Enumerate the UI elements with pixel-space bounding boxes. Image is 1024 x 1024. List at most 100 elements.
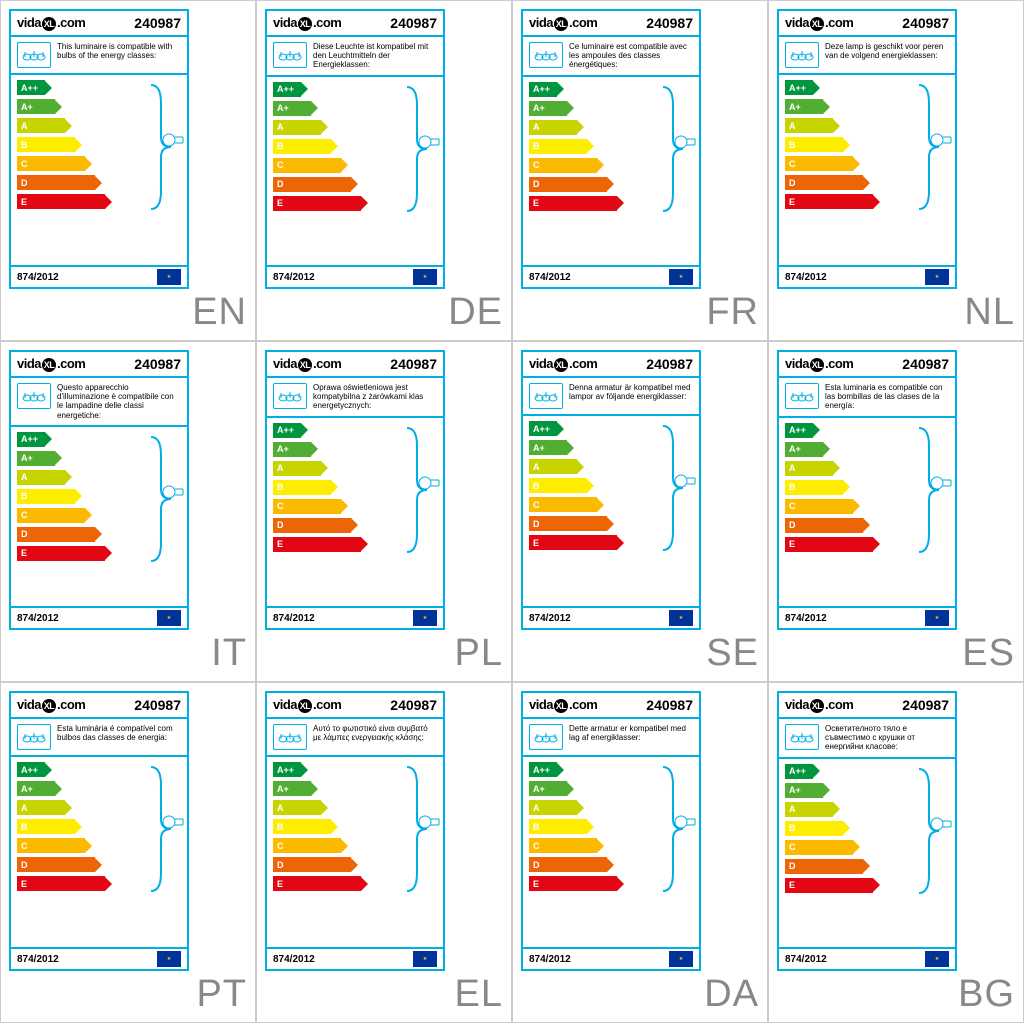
sku-number: 240987 xyxy=(646,15,693,31)
energy-label: vidaXL.com 240987 Esta luminaria es comp… xyxy=(777,350,957,630)
description-text: Esta luminária é compatível com bulbos d… xyxy=(57,724,181,742)
bulb-icon xyxy=(161,131,185,154)
language-code: DA xyxy=(704,973,759,1016)
cell-BG: vidaXL.com 240987 Осветителното тяло е с… xyxy=(768,682,1024,1023)
bulb-icon xyxy=(161,813,185,836)
energy-scale: A++ A+ A B C xyxy=(267,757,443,892)
language-code: ES xyxy=(962,632,1015,675)
cell-IT: vidaXL.com 240987 Questo apparecchio d'i… xyxy=(0,341,256,682)
brand-logo: vidaXL.com xyxy=(17,697,85,713)
regulation-text: 874/2012 xyxy=(785,954,827,965)
brand-logo: vidaXL.com xyxy=(17,356,85,372)
brand-logo: vidaXL.com xyxy=(785,15,853,31)
sku-number: 240987 xyxy=(902,697,949,713)
energy-scale: A++ A+ A B C xyxy=(11,757,187,892)
brand-logo: vidaXL.com xyxy=(273,697,341,713)
energy-label: vidaXL.com 240987 Denna armatur är kompa… xyxy=(521,350,701,630)
energy-scale: A++ A+ A B C xyxy=(779,75,955,210)
cell-FR: vidaXL.com 240987 Ce luminaire est compa… xyxy=(512,0,768,341)
description-text: Deze lamp is geschikt voor peren van de … xyxy=(825,42,949,60)
eu-flag-icon: ★ xyxy=(157,951,181,967)
energy-label: vidaXL.com 240987 Осветителното тяло е с… xyxy=(777,691,957,971)
language-code: PL xyxy=(455,632,503,675)
eu-flag-icon: ★ xyxy=(669,610,693,626)
language-code: PT xyxy=(196,973,247,1016)
eu-flag-icon: ★ xyxy=(669,951,693,967)
language-code: NL xyxy=(964,291,1015,334)
description-text: Diese Leuchte ist kompatibel mit den Leu… xyxy=(313,42,437,70)
lamp-icon xyxy=(529,383,563,409)
cell-PT: vidaXL.com 240987 Esta luminária é compa… xyxy=(0,682,256,1023)
bulb-icon xyxy=(161,483,185,506)
sku-number: 240987 xyxy=(390,356,437,372)
cell-EL: vidaXL.com 240987 Αυτό το φωτιστικό είνα… xyxy=(256,682,512,1023)
bulb-icon xyxy=(673,813,697,836)
lamp-icon xyxy=(273,42,307,68)
bulb-icon xyxy=(417,813,441,836)
energy-scale: A++ A+ A B C xyxy=(523,757,699,892)
bulb-icon xyxy=(929,815,953,838)
sku-number: 240987 xyxy=(134,697,181,713)
energy-label: vidaXL.com 240987 Esta luminária é compa… xyxy=(9,691,189,971)
language-code: EL xyxy=(455,973,503,1016)
energy-label: vidaXL.com 240987 Αυτό το φωτιστικό είνα… xyxy=(265,691,445,971)
language-code: EN xyxy=(192,291,247,334)
regulation-text: 874/2012 xyxy=(273,272,315,283)
energy-scale: A++ A+ A B C xyxy=(267,77,443,212)
regulation-text: 874/2012 xyxy=(17,613,59,624)
energy-scale: A++ A+ A B C xyxy=(11,75,187,210)
cell-DE: vidaXL.com 240987 Diese Leuchte ist komp… xyxy=(256,0,512,341)
sku-number: 240987 xyxy=(646,356,693,372)
energy-label: vidaXL.com 240987 This luminaire is comp… xyxy=(9,9,189,289)
description-text: Dette armatur er kompatibel med lag af e… xyxy=(569,724,693,742)
regulation-text: 874/2012 xyxy=(529,272,571,283)
cell-SE: vidaXL.com 240987 Denna armatur är kompa… xyxy=(512,341,768,682)
cell-DA: vidaXL.com 240987 Dette armatur er kompa… xyxy=(512,682,768,1023)
energy-label: vidaXL.com 240987 Ce luminaire est compa… xyxy=(521,9,701,289)
lamp-icon xyxy=(273,383,307,409)
energy-scale: A++ A+ A B C xyxy=(779,759,955,894)
energy-scale: A++ A+ A B C xyxy=(523,416,699,551)
lamp-icon xyxy=(785,724,819,750)
energy-scale: A++ A+ A B C xyxy=(779,418,955,553)
brand-logo: vidaXL.com xyxy=(785,356,853,372)
description-text: Questo apparecchio d'illuminazione è com… xyxy=(57,383,181,420)
language-code: FR xyxy=(706,291,759,334)
brand-logo: vidaXL.com xyxy=(529,15,597,31)
brand-logo: vidaXL.com xyxy=(273,15,341,31)
brand-logo: vidaXL.com xyxy=(529,697,597,713)
description-text: Oprawa oświetleniowa jest kompatybilna z… xyxy=(313,383,437,411)
cell-PL: vidaXL.com 240987 Oprawa oświetleniowa j… xyxy=(256,341,512,682)
energy-label: vidaXL.com 240987 Oprawa oświetleniowa j… xyxy=(265,350,445,630)
regulation-text: 874/2012 xyxy=(529,613,571,624)
regulation-text: 874/2012 xyxy=(273,613,315,624)
cell-EN: vidaXL.com 240987 This luminaire is comp… xyxy=(0,0,256,341)
description-text: Esta luminaria es compatible con las bom… xyxy=(825,383,949,411)
energy-scale: A++ A+ A B C xyxy=(523,77,699,212)
description-text: Осветителното тяло е съвместимо с крушки… xyxy=(825,724,949,752)
eu-flag-icon: ★ xyxy=(413,269,437,285)
brand-logo: vidaXL.com xyxy=(529,356,597,372)
bulb-icon xyxy=(673,472,697,495)
language-code: BG xyxy=(958,973,1015,1016)
regulation-text: 874/2012 xyxy=(529,954,571,965)
eu-flag-icon: ★ xyxy=(925,951,949,967)
regulation-text: 874/2012 xyxy=(785,613,827,624)
sku-number: 240987 xyxy=(902,15,949,31)
language-code: SE xyxy=(706,632,759,675)
eu-flag-icon: ★ xyxy=(157,269,181,285)
sku-number: 240987 xyxy=(134,356,181,372)
sku-number: 240987 xyxy=(134,15,181,31)
description-text: Αυτό το φωτιστικό είναι συμβατό με λάμπε… xyxy=(313,724,437,742)
cell-NL: vidaXL.com 240987 Deze lamp is geschikt … xyxy=(768,0,1024,341)
regulation-text: 874/2012 xyxy=(17,272,59,283)
language-code: DE xyxy=(448,291,503,334)
cell-ES: vidaXL.com 240987 Esta luminaria es comp… xyxy=(768,341,1024,682)
energy-label: vidaXL.com 240987 Questo apparecchio d'i… xyxy=(9,350,189,630)
regulation-text: 874/2012 xyxy=(273,954,315,965)
bulb-icon xyxy=(417,474,441,497)
lamp-icon xyxy=(17,383,51,409)
brand-logo: vidaXL.com xyxy=(273,356,341,372)
sku-number: 240987 xyxy=(646,697,693,713)
eu-flag-icon: ★ xyxy=(925,269,949,285)
